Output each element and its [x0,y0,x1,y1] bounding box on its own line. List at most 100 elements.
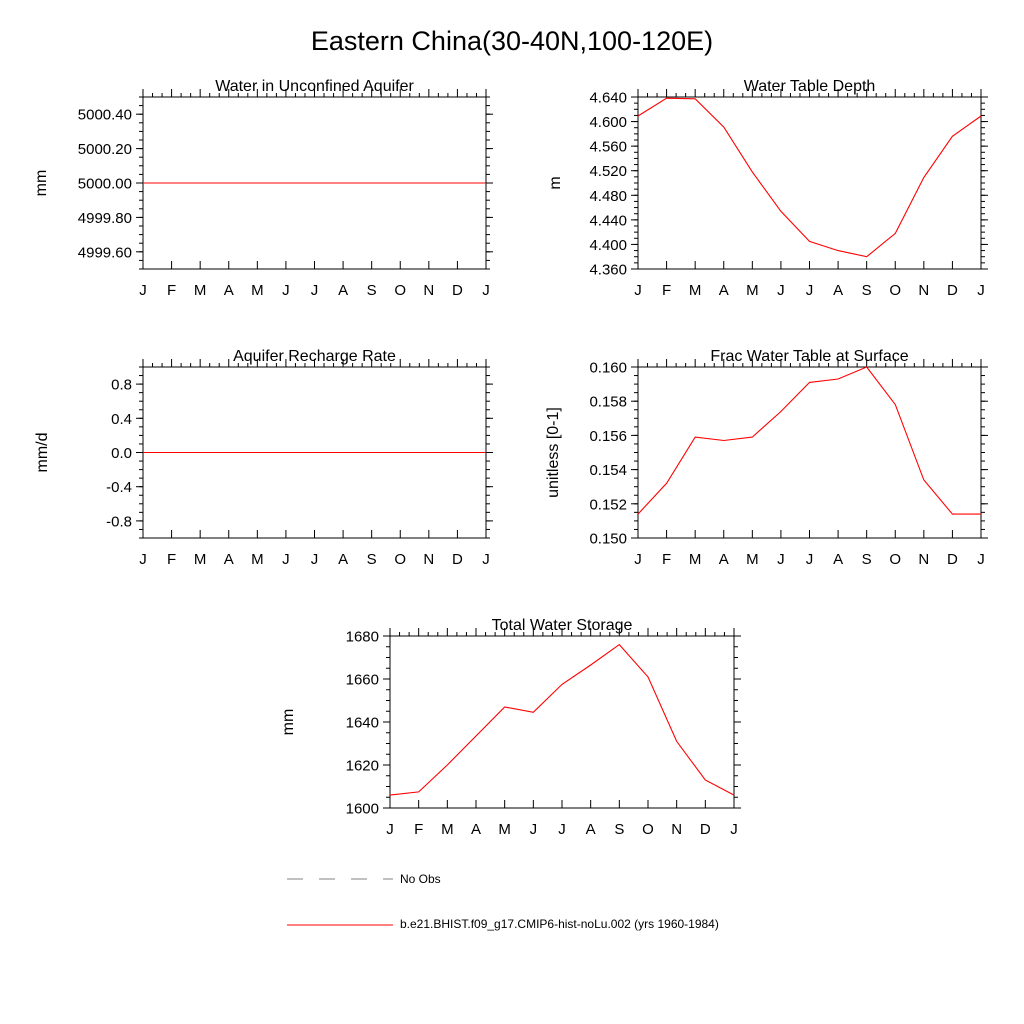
aquifer-recharge-rate-xtick-label: J [282,551,290,568]
aquifer-recharge-rate-xtick-label: D [452,551,463,568]
water-table-depth-ytick-label: 4.400 [589,237,627,254]
total-water-storage-ytick-label: 1620 [346,758,379,775]
total-water-storage-xtick-label: N [671,821,682,838]
total-water-storage-series-line [389,643,735,796]
aquifer-recharge-rate-xtick-label: F [167,551,176,568]
aquifer-recharge-rate-ytick-label: -0.8 [106,513,132,530]
frac-water-table-at-surface-ylabel: unitless [0-1] [545,407,562,498]
frac-water-table-at-surface-xtick-label: S [862,551,872,568]
total-water-storage-xtick-label: A [471,821,481,838]
frac-water-table-at-surface-title: Frac Water Table at Surface [710,348,908,365]
frac-water-table-at-surface-ytick-label: 0.158 [589,394,627,411]
water-table-depth-xtick-label: A [833,282,843,299]
aquifer-recharge-rate-ytick-label: 0.4 [111,411,132,428]
water-table-depth-ytick-label: 4.520 [589,163,627,180]
water-table-depth-ytick-label: 4.440 [589,212,627,229]
water-table-depth-plot-frame [637,96,982,270]
figure-title: Eastern China(30-40N,100-120E) [311,26,713,56]
water-table-depth-ytick-label: 4.560 [589,139,627,156]
total-water-storage-xtick-label: D [700,821,711,838]
aquifer-recharge-rate-ylabel: mm/d [34,433,51,473]
aquifer-recharge-rate-xtick-label: J [139,551,147,568]
aquifer-recharge-rate-ytick-label: -0.4 [106,479,132,496]
water-in-unconfined-aquifer-ytick-label: 5000.00 [78,176,132,193]
frac-water-table-at-surface-ytick-label: 0.160 [589,360,627,377]
water-table-depth-xtick-label: J [777,282,785,299]
aquifer-recharge-rate-xtick-label: M [251,551,264,568]
frac-water-table-at-surface-xtick-label: J [777,551,785,568]
water-in-unconfined-aquifer-title: Water in Unconfined Aquifer [215,78,414,95]
water-in-unconfined-aquifer-xtick-label: J [282,282,290,299]
aquifer-recharge-rate-ytick-label: 0.0 [111,445,132,462]
water-in-unconfined-aquifer-xtick-label: N [423,282,434,299]
aquifer-recharge-rate-xtick-label: N [423,551,434,568]
frac-water-table-at-surface-ytick-label: 0.150 [589,531,627,548]
water-in-unconfined-aquifer-xtick-label: M [194,282,207,299]
water-in-unconfined-aquifer-ytick-label: 4999.60 [78,244,132,261]
water-table-depth-ytick-label: 4.600 [589,114,627,131]
water-table-depth-ytick-label: 4.640 [589,90,627,107]
aquifer-recharge-rate-xtick-label: O [394,551,406,568]
water-table-depth-xtick-label: J [634,282,642,299]
total-water-storage-ytick-label: 1640 [346,715,379,732]
water-table-depth-xtick-label: D [947,282,958,299]
aquifer-recharge-rate-title: Aquifer Recharge Rate [233,348,396,365]
aquifer-recharge-rate-xtick-label: A [338,551,348,568]
frac-water-table-at-surface-series-line [637,366,981,515]
legend-label-no-obs: No Obs [400,872,441,886]
water-in-unconfined-aquifer-ytick-label: 5000.20 [78,141,132,158]
total-water-storage-xtick-label: J [530,821,538,838]
total-water-storage-xtick-label: J [386,821,394,838]
total-water-storage-ylabel: mm [280,709,297,736]
total-water-storage-ytick-label: 1660 [346,672,379,689]
water-in-unconfined-aquifer-ytick-label: 5000.40 [78,107,132,124]
frac-water-table-at-surface-xtick-label: A [719,551,729,568]
water-in-unconfined-aquifer-xtick-label: A [338,282,348,299]
water-in-unconfined-aquifer-xtick-label: D [452,282,463,299]
water-in-unconfined-aquifer-xtick-label: J [139,282,147,299]
chart-frac-water-table-at-surface: Frac Water Table at Surface unitless [0-1… [545,348,988,568]
water-table-depth-xtick-label: M [746,282,759,299]
water-table-depth-xtick-label: O [889,282,901,299]
frac-water-table-at-surface-ytick-label: 0.154 [589,462,627,479]
frac-water-table-at-surface-plot-frame [637,366,982,539]
legend-label-model-run: b.e21.BHIST.f09_g17.CMIP6-hist-noLu.002 … [400,917,719,931]
aquifer-recharge-rate-xtick-label: M [194,551,207,568]
water-table-depth-xtick-label: N [918,282,929,299]
total-water-storage-xtick-label: J [730,821,738,838]
total-water-storage-xtick-label: F [414,821,423,838]
total-water-storage-xtick-label: M [441,821,454,838]
frac-water-table-at-surface-xtick-label: O [889,551,901,568]
water-table-depth-xtick-label: S [862,282,872,299]
frac-water-table-at-surface-ytick-label: 0.156 [589,428,627,445]
water-in-unconfined-aquifer-xtick-label: J [482,282,490,299]
total-water-storage-title: Total Water Storage [492,617,633,634]
total-water-storage-ytick-label: 1680 [346,629,379,646]
water-table-depth-ytick-label: 4.360 [589,262,627,279]
water-table-depth-xtick-label: A [719,282,729,299]
water-table-depth-xtick-label: M [689,282,702,299]
frac-water-table-at-surface-xtick-label: D [947,551,958,568]
aquifer-recharge-rate-xtick-label: S [367,551,377,568]
aquifer-recharge-rate-ytick-label: 0.8 [111,377,132,394]
water-in-unconfined-aquifer-xtick-label: M [251,282,264,299]
legend: No Obs b.e21.BHIST.f09_g17.CMIP6-hist-no… [287,872,719,931]
water-in-unconfined-aquifer-ylabel: mm [33,170,50,197]
water-table-depth-ylabel: m [547,176,564,189]
aquifer-recharge-rate-xtick-label: J [311,551,319,568]
frac-water-table-at-surface-xtick-label: N [918,551,929,568]
total-water-storage-plot-frame [389,635,735,809]
total-water-storage-xtick-label: S [614,821,624,838]
aquifer-recharge-rate-xtick-label: J [482,551,490,568]
frac-water-table-at-surface-xtick-label: F [662,551,671,568]
frac-water-table-at-surface-xtick-label: M [689,551,702,568]
water-table-depth-series-line [637,97,982,258]
water-in-unconfined-aquifer-xtick-label: J [311,282,319,299]
water-in-unconfined-aquifer-ytick-label: 4999.80 [78,210,132,227]
frac-water-table-at-surface-ytick-label: 0.152 [589,496,627,513]
frac-water-table-at-surface-xtick-label: J [977,551,985,568]
